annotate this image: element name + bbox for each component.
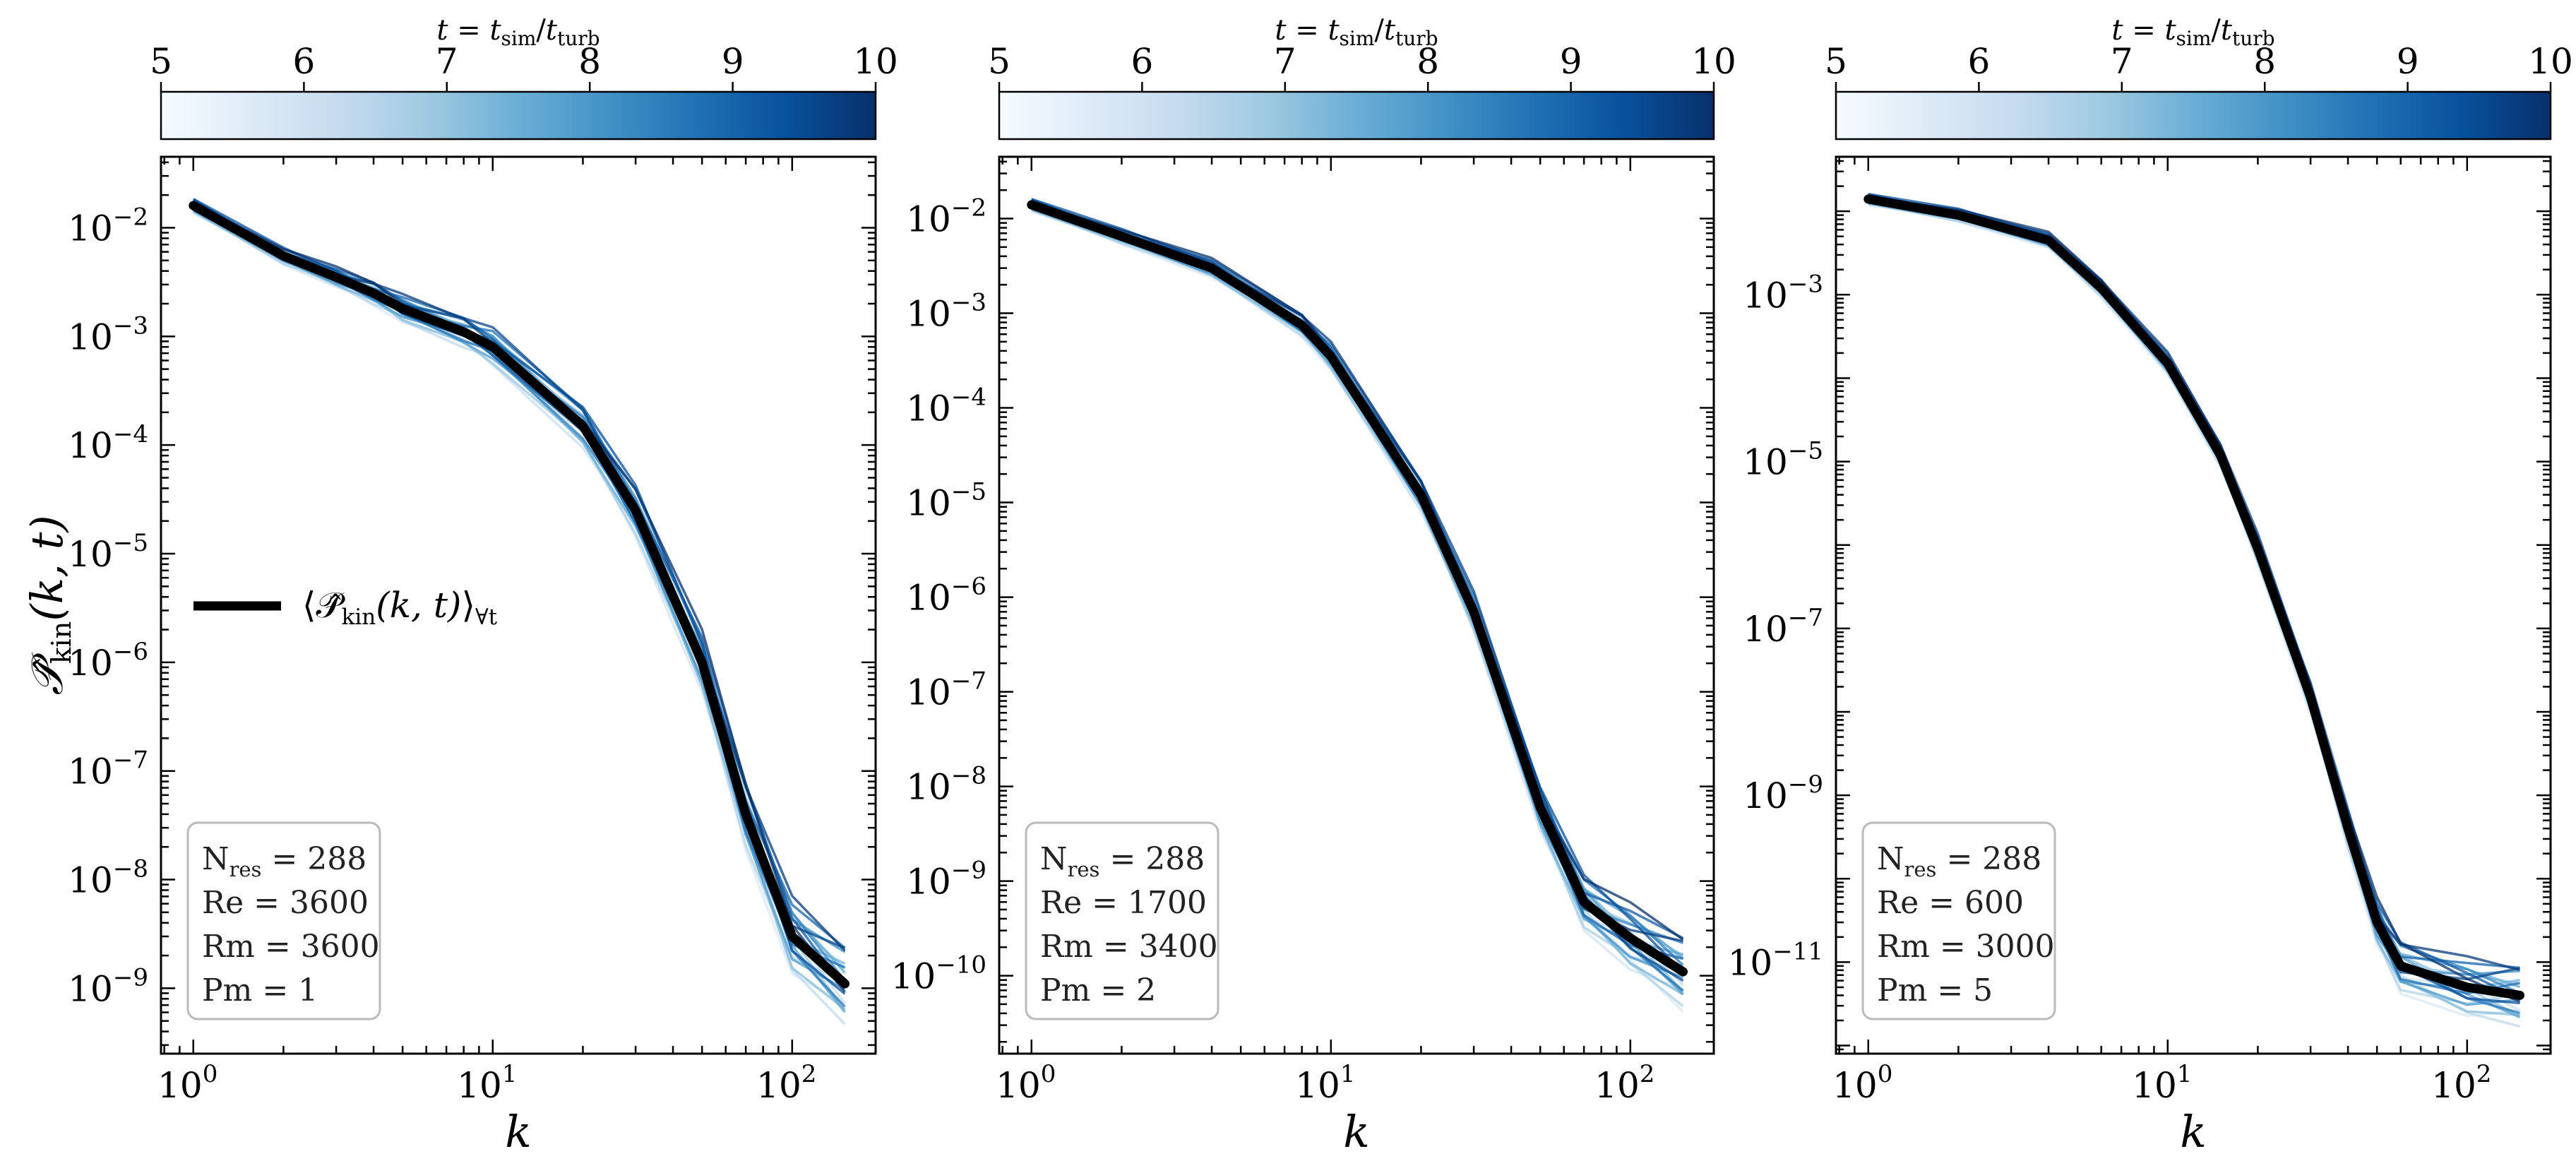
colorbar-tick-label: 10 xyxy=(853,41,898,82)
y-tick-label: 10−5 xyxy=(906,478,986,524)
parameter-box: Nres = 288 Re = 600 Rm = 3000 Pm = 5 xyxy=(1861,821,2056,1020)
y-tick-label: 10−2 xyxy=(68,203,148,249)
parameter-line: Re = 600 xyxy=(1877,885,2024,921)
x-tick-label: 101 xyxy=(2132,1060,2192,1106)
colorbar-tick-label: 6 xyxy=(1967,41,1990,82)
colorbar-label: t = tsim/tturb xyxy=(2111,14,2274,50)
parameter-box: Nres = 288 Re = 1700 Rm = 3400 Pm = 2 xyxy=(1025,821,1220,1020)
mean-curve xyxy=(1864,194,2524,1000)
y-tick-label: 10−9 xyxy=(906,857,986,903)
y-tick-label: 10−4 xyxy=(906,383,986,429)
x-axis-label: k xyxy=(1343,1106,1370,1157)
colorbar-tick-label: 9 xyxy=(1560,41,1582,82)
parameter-line: Nres = 288 xyxy=(202,841,366,881)
y-tick-label: 10−11 xyxy=(1728,937,1823,983)
x-tick-label: 102 xyxy=(2431,1060,2491,1106)
y-tick-label: 10−7 xyxy=(906,667,986,713)
y-tick-label: 10−9 xyxy=(1743,770,1823,816)
x-axis: 100 101 102 k xyxy=(1832,157,2491,1157)
colorbar-tick-label: 9 xyxy=(2397,41,2419,82)
parameter-line: Pm = 1 xyxy=(202,972,318,1008)
y-tick-label: 10−2 xyxy=(906,194,986,240)
colorbar-tick-label: 5 xyxy=(988,41,1010,82)
y-axis: 10−9 10−8 10−7 10−6 10−5 10−4 10−3 10−2 𝒫̂kin(k,… xyxy=(21,161,876,1047)
x-tick-label: 102 xyxy=(1594,1060,1654,1106)
colorbar-tick-label: 7 xyxy=(436,41,458,82)
colorbar-1: 5 6 7 8 9 10 t = tsim/tturb xyxy=(150,14,898,141)
parameter-line: Pm = 2 xyxy=(1040,972,1156,1008)
y-tick-label: 10−3 xyxy=(1743,270,1823,316)
parameter-line: Rm = 3000 xyxy=(1877,929,2055,965)
parameter-line: Re = 3600 xyxy=(202,885,369,921)
y-tick-label: 10−9 xyxy=(68,963,148,1009)
legend-label: ⟨𝒫̂kin(k, t)⟩∀t xyxy=(302,585,498,630)
colorbar-label: t = tsim/tturb xyxy=(1275,14,1438,50)
plot-frame xyxy=(998,155,1715,1055)
colorbar-tick-label: 5 xyxy=(1825,41,1847,82)
parameter-line: Re = 1700 xyxy=(1040,885,1207,921)
y-tick-label: 10−3 xyxy=(906,289,986,335)
colorbar-tick-label: 8 xyxy=(1417,41,1439,82)
colorbar-tick-label: 9 xyxy=(722,41,744,82)
parameter-line: Nres = 288 xyxy=(1040,841,1205,881)
y-tick-label: 10−7 xyxy=(1743,604,1823,650)
colorbar-tick-label: 8 xyxy=(578,41,601,82)
plot-frame xyxy=(160,155,877,1055)
x-axis-label: k xyxy=(2180,1106,2207,1157)
parameter-line: Nres = 288 xyxy=(1877,841,2041,881)
x-tick-label: 100 xyxy=(157,1060,217,1106)
colorbar-gradient xyxy=(1835,90,2552,141)
parameter-line: Rm = 3600 xyxy=(202,929,380,965)
panel-2: 5 6 7 8 9 10 t = tsim/tturb 100 101 102 k 10−10 10−9… xyxy=(891,14,1736,1157)
parameter-box-frame xyxy=(186,821,381,1020)
y-tick-label: 10−5 xyxy=(1743,437,1823,483)
legend: ⟨𝒫̂kin(k, t)⟩∀t xyxy=(193,585,498,630)
colorbar-tick-label: 10 xyxy=(2528,41,2573,82)
x-tick-label: 101 xyxy=(1295,1060,1355,1106)
y-tick-label: 10−8 xyxy=(906,762,986,808)
parameter-box-frame xyxy=(1025,821,1220,1020)
panel-3: 5 6 7 8 9 10 t = tsim/tturb 100 101 102 k 10−11 10−9… xyxy=(1728,14,2573,1157)
colorbar-tick-label: 10 xyxy=(1691,41,1736,82)
colorbar-tick-label: 6 xyxy=(1131,41,1153,82)
colorbar-tick-label: 6 xyxy=(292,41,315,82)
y-tick-label: 10−8 xyxy=(68,855,148,901)
x-axis-label: k xyxy=(505,1106,532,1157)
y-axis: 10−10 10−9 10−8 10−7 10−6 10−5 10−4 10−3 10−2 xyxy=(891,160,1714,1043)
y-axis: 10−11 10−9 10−7 10−5 10−3 xyxy=(1728,160,2551,1055)
colorbar-gradient xyxy=(998,90,1715,141)
y-tick-label: 10−5 xyxy=(68,529,148,575)
y-tick-label: 10−10 xyxy=(891,951,986,997)
y-tick-label: 10−6 xyxy=(68,638,148,684)
colorbar-3: 5 6 7 8 9 10 t = tsim/tturb xyxy=(1825,14,2573,141)
y-tick-label: 10−6 xyxy=(906,573,986,619)
x-tick-label: 100 xyxy=(1832,1060,1892,1106)
colorbar-tick-label: 7 xyxy=(1274,41,1296,82)
parameter-line: Rm = 3400 xyxy=(1040,929,1218,965)
parameter-box-frame xyxy=(1861,821,2056,1020)
parameter-box: Nres = 288 Re = 3600 Rm = 3600 Pm = 1 xyxy=(186,821,381,1020)
mean-curve xyxy=(1027,200,1688,977)
mean-curve xyxy=(189,201,849,989)
x-axis: 100 101 102 k xyxy=(996,157,1654,1157)
colorbar-label: t = tsim/tturb xyxy=(436,14,600,50)
x-axis: 100 101 102 k xyxy=(157,157,816,1157)
y-tick-label: 10−7 xyxy=(68,746,148,792)
x-tick-label: 101 xyxy=(457,1060,517,1106)
plot-frame xyxy=(1835,155,2552,1055)
x-tick-label: 102 xyxy=(756,1060,816,1106)
colorbar-gradient xyxy=(160,90,877,141)
y-tick-label: 10−3 xyxy=(68,311,148,357)
y-tick-label: 10−4 xyxy=(68,420,148,466)
parameter-line: Pm = 5 xyxy=(1877,972,1993,1008)
x-tick-label: 100 xyxy=(996,1060,1056,1106)
colorbar-tick-label: 8 xyxy=(2253,41,2276,82)
colorbar-tick-label: 7 xyxy=(2111,41,2133,82)
colorbar-2: 5 6 7 8 9 10 t = tsim/tturb xyxy=(988,14,1736,141)
y-axis-label: 𝒫̂kin(k, t) xyxy=(21,515,78,695)
colorbar-tick-label: 5 xyxy=(150,41,172,82)
